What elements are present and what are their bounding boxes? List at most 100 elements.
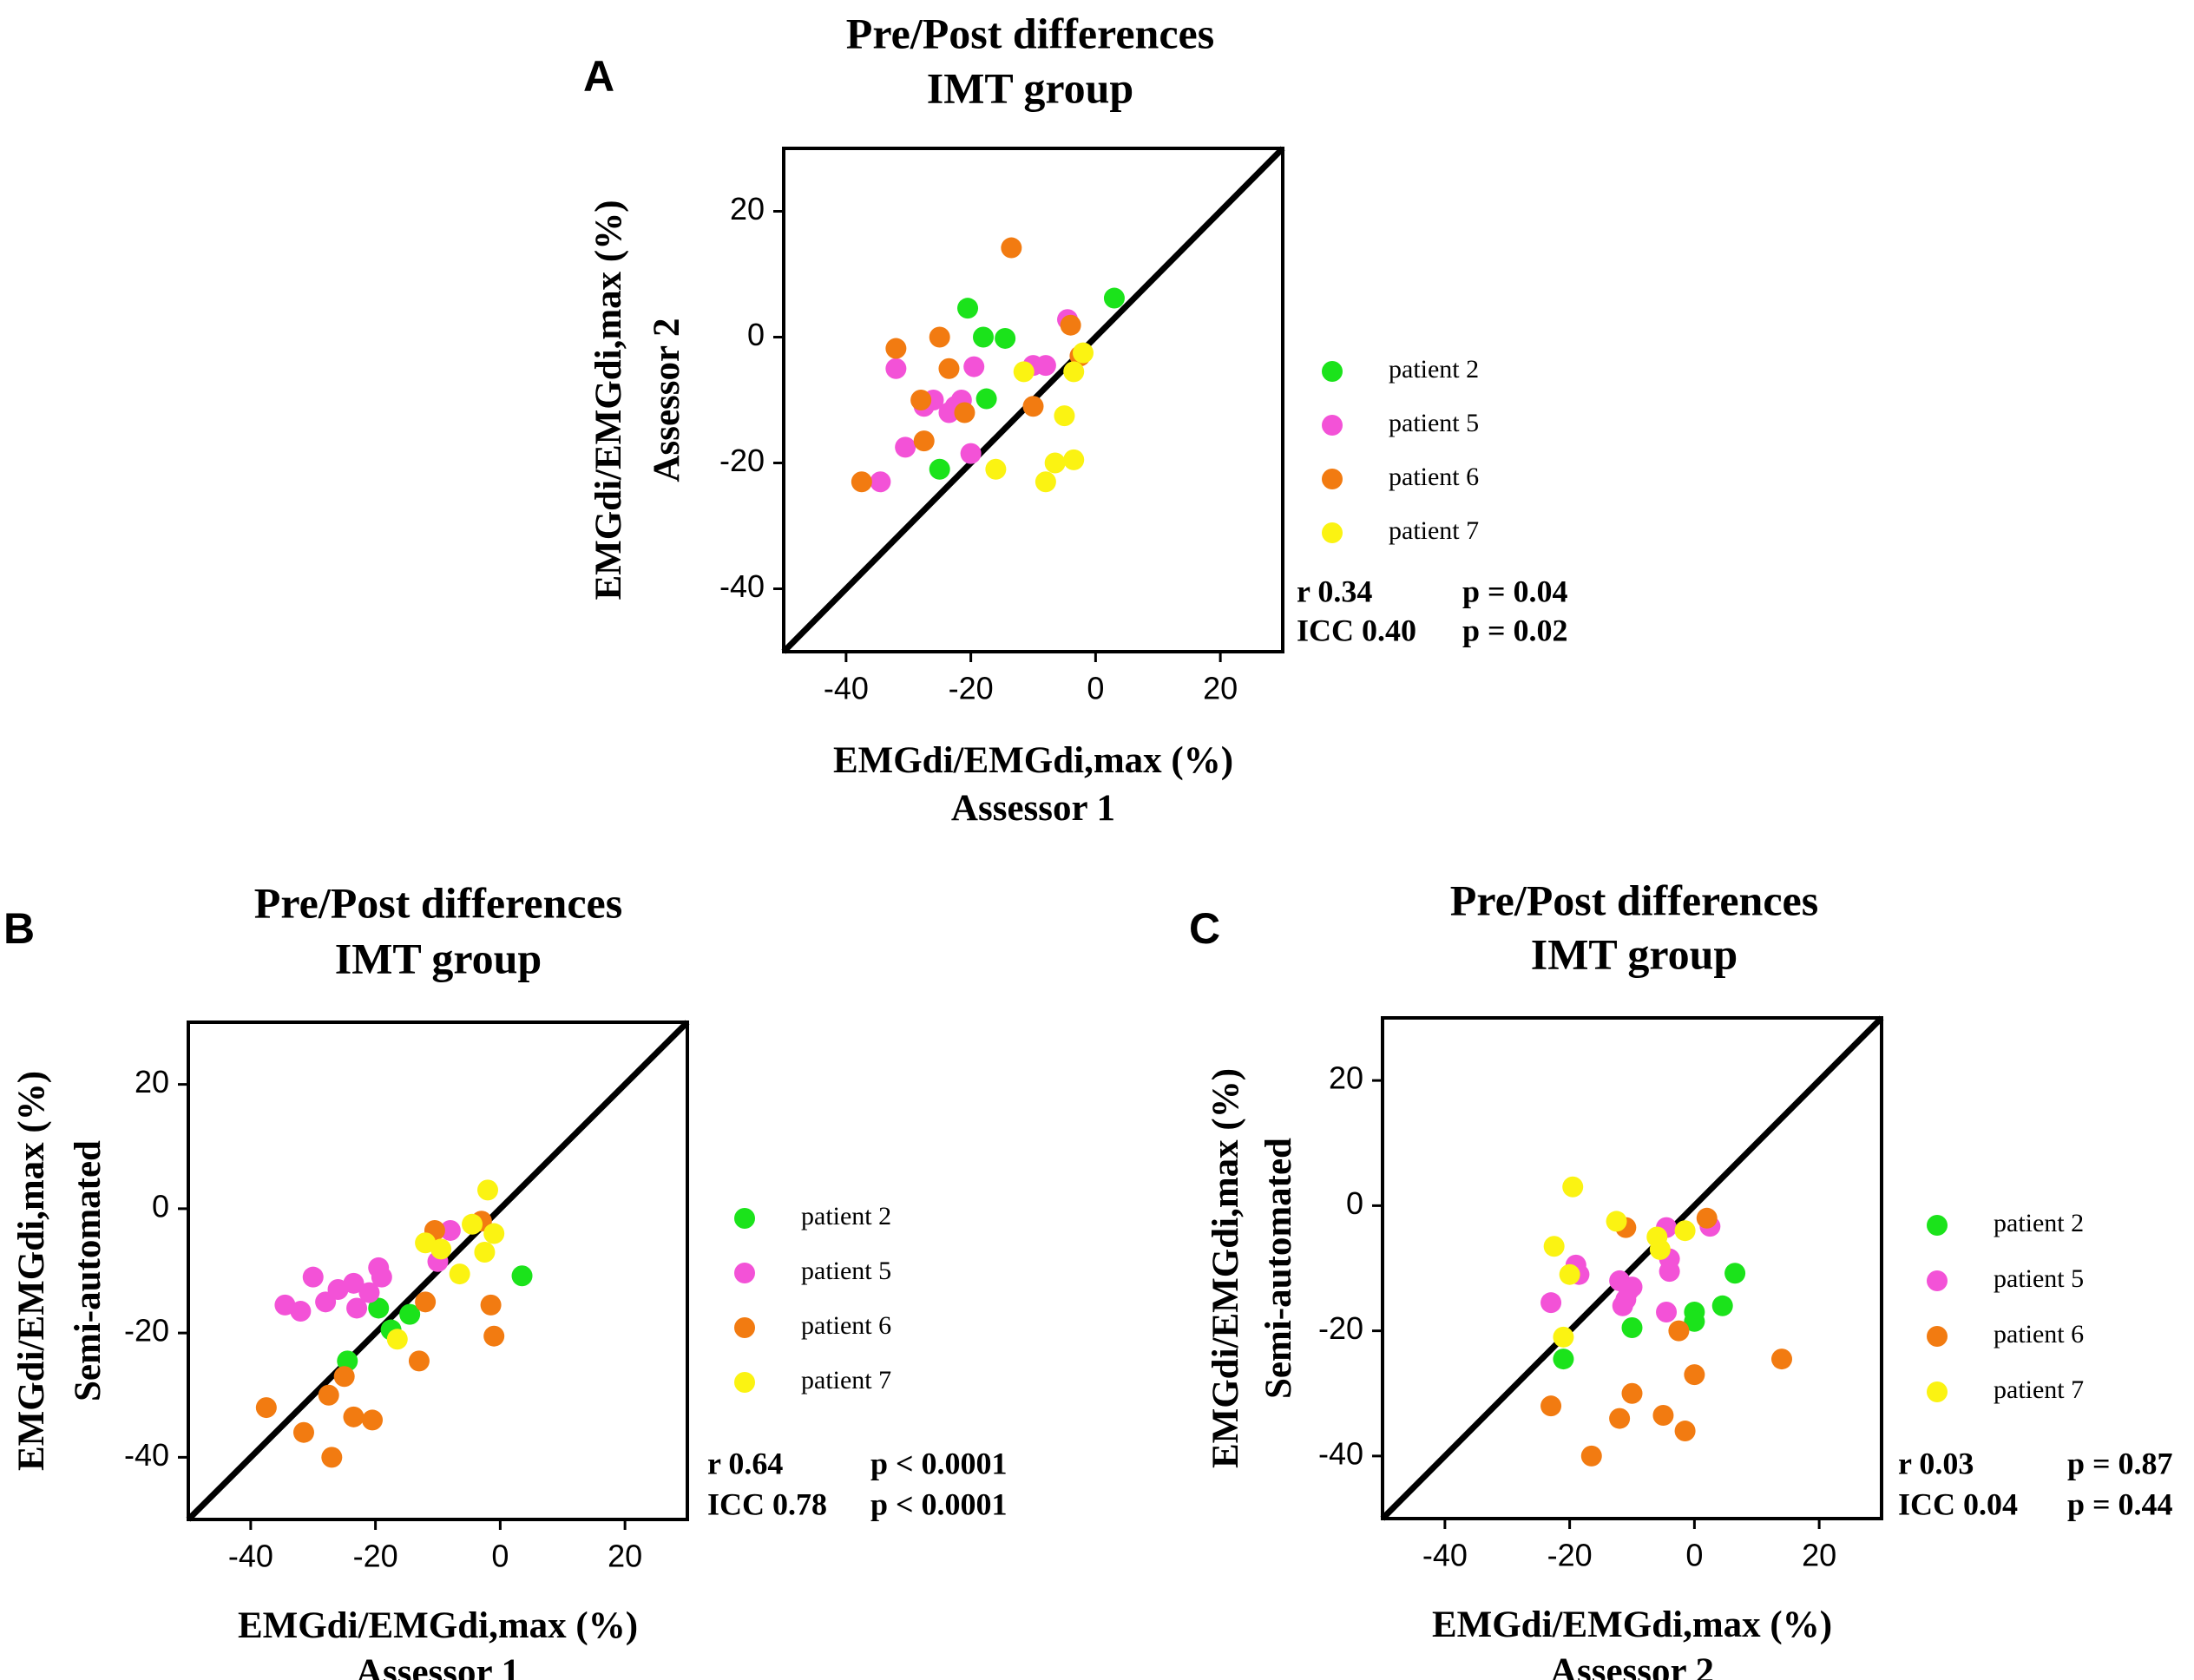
legend-marker bbox=[734, 1372, 755, 1393]
data-point bbox=[415, 1291, 437, 1313]
series-patient-7 bbox=[1543, 1176, 1696, 1348]
data-point bbox=[1073, 342, 1094, 364]
series-patient-5 bbox=[1540, 1216, 1721, 1322]
stat-label: r 0.34 bbox=[1297, 574, 1372, 608]
panel-b: B Pre/Post differences IMT group -40 -20 0 20 -… bbox=[3, 878, 1008, 1680]
y-axis-label-line-2: Assessor 2 bbox=[647, 318, 687, 482]
data-point bbox=[1063, 449, 1085, 470]
data-point bbox=[1540, 1395, 1562, 1417]
panel-c: C Pre/Post differences IMT group -40 -20 0 20 -… bbox=[1189, 876, 2173, 1680]
x-tick-label: -20 bbox=[353, 1539, 398, 1574]
legend-label: patient 6 bbox=[1994, 1320, 2084, 1349]
series-patient-7 bbox=[386, 1179, 505, 1350]
y-tick-label: 20 bbox=[135, 1064, 169, 1099]
plot-frame bbox=[187, 1020, 689, 1521]
data-point bbox=[1649, 1238, 1671, 1260]
data-point bbox=[1674, 1421, 1696, 1442]
y-axis-label-line-1: EMGdi/EMGdi,max (%) bbox=[1205, 1068, 1246, 1468]
y-tick-label: -40 bbox=[1318, 1435, 1363, 1471]
data-point bbox=[1054, 405, 1075, 427]
x-tick-label: 0 bbox=[1087, 671, 1104, 706]
plot-frame bbox=[782, 147, 1284, 653]
identity-line bbox=[1380, 1015, 1884, 1521]
y-tick-label: 0 bbox=[747, 317, 765, 352]
data-point bbox=[1540, 1292, 1562, 1314]
data-point bbox=[399, 1303, 421, 1325]
stat-p-value: p < 0.0001 bbox=[870, 1486, 1008, 1521]
data-point bbox=[371, 1266, 392, 1288]
data-point bbox=[1001, 237, 1022, 259]
data-point bbox=[929, 326, 950, 348]
series-patient-7 bbox=[985, 342, 1094, 493]
data-point bbox=[1606, 1211, 1627, 1232]
legend-marker bbox=[1927, 1326, 1948, 1347]
data-point bbox=[1674, 1220, 1696, 1242]
y-tick-label: -40 bbox=[719, 568, 765, 604]
data-point bbox=[1621, 1382, 1643, 1404]
y-tick-label: 20 bbox=[1329, 1060, 1363, 1096]
chart-title-line-1: Pre/Post differences bbox=[846, 9, 1214, 57]
data-point bbox=[386, 1329, 408, 1350]
legend-label: patient 7 bbox=[801, 1366, 891, 1395]
stat-p-value: p = 0.02 bbox=[1462, 613, 1568, 647]
data-point bbox=[1652, 1404, 1674, 1426]
legend-marker bbox=[734, 1263, 755, 1283]
stat-label: ICC 0.78 bbox=[707, 1486, 827, 1521]
chart-title-line-2: IMT group bbox=[335, 934, 542, 982]
panel-letter: B bbox=[3, 904, 35, 953]
data-point bbox=[474, 1242, 496, 1263]
data-point bbox=[483, 1325, 505, 1347]
x-tick-label: 20 bbox=[608, 1539, 642, 1574]
data-point bbox=[1724, 1263, 1746, 1284]
y-tick-label: -40 bbox=[124, 1437, 169, 1473]
y-tick-label: 20 bbox=[730, 191, 765, 226]
data-point bbox=[1562, 1176, 1584, 1198]
data-point bbox=[1035, 471, 1056, 493]
x-tick-label: -20 bbox=[949, 671, 994, 706]
data-point bbox=[368, 1297, 390, 1319]
data-point bbox=[957, 298, 979, 319]
data-point bbox=[292, 1421, 314, 1443]
legend-label: patient 7 bbox=[1994, 1375, 2084, 1404]
legend-label: patient 2 bbox=[801, 1202, 891, 1230]
data-point bbox=[346, 1297, 368, 1319]
legend-marker bbox=[1322, 469, 1343, 489]
plot-frame bbox=[1381, 1016, 1883, 1520]
data-point bbox=[439, 1219, 461, 1241]
data-point bbox=[1553, 1326, 1574, 1348]
data-point bbox=[1022, 396, 1044, 417]
data-point bbox=[480, 1294, 502, 1316]
data-point bbox=[1668, 1320, 1690, 1342]
legend-marker bbox=[1927, 1381, 1948, 1402]
y-tick-label: -20 bbox=[719, 443, 765, 478]
data-point bbox=[885, 358, 907, 379]
data-point bbox=[954, 402, 975, 423]
data-point bbox=[1580, 1445, 1602, 1467]
data-point bbox=[960, 443, 982, 464]
x-axis-label-line-2: Assessor 1 bbox=[356, 1652, 520, 1680]
data-point bbox=[1013, 361, 1035, 383]
legend-label: patient 5 bbox=[801, 1257, 891, 1285]
legend-label: patient 6 bbox=[1389, 463, 1479, 491]
data-point bbox=[995, 327, 1016, 349]
data-point bbox=[910, 390, 932, 410]
y-tick-label: 0 bbox=[152, 1188, 169, 1224]
data-point bbox=[430, 1238, 452, 1260]
data-point bbox=[358, 1282, 380, 1303]
stat-label: r 0.03 bbox=[1898, 1446, 1974, 1480]
series-patient-2 bbox=[929, 287, 1125, 480]
data-point bbox=[343, 1272, 365, 1294]
data-point bbox=[1543, 1236, 1565, 1257]
series-patient-2 bbox=[337, 1265, 533, 1372]
x-axis-label-line-1: EMGdi/EMGdi,max (%) bbox=[1432, 1605, 1832, 1645]
data-point bbox=[895, 436, 916, 458]
data-point bbox=[913, 430, 935, 452]
data-point bbox=[343, 1406, 365, 1427]
x-tick-label: 0 bbox=[491, 1539, 509, 1574]
data-point bbox=[290, 1301, 312, 1322]
legend-label: patient 7 bbox=[1389, 516, 1479, 545]
data-point bbox=[1621, 1317, 1643, 1339]
legend-marker bbox=[1322, 522, 1343, 543]
x-tick-label: 20 bbox=[1802, 1538, 1836, 1573]
data-point bbox=[333, 1366, 355, 1388]
